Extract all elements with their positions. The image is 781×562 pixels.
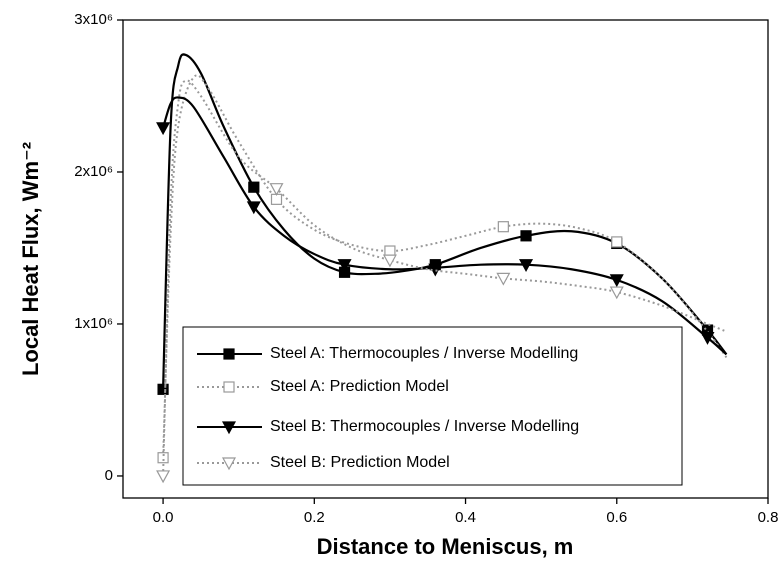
legend-label: Steel A: Prediction Model xyxy=(270,378,449,395)
x-axis-title: Distance to Meniscus, m xyxy=(317,534,574,559)
legend-marker xyxy=(223,348,235,360)
data-point xyxy=(248,181,260,193)
data-point xyxy=(156,122,171,136)
data-point xyxy=(337,259,352,272)
data-point xyxy=(496,272,511,286)
x-tick-label: 0.8 xyxy=(758,509,779,526)
legend-box xyxy=(182,326,683,486)
data-point xyxy=(382,254,397,268)
y-axis-title: Local Heat Flux, Wm⁻² xyxy=(18,142,43,376)
data-point xyxy=(269,183,284,196)
data-point xyxy=(609,286,624,300)
series-line xyxy=(162,96,728,356)
data-point xyxy=(520,230,532,242)
data-point xyxy=(519,259,534,272)
data-point xyxy=(156,470,171,484)
data-point xyxy=(157,383,169,395)
legend-label: Steel A: Thermocouples / Inverse Modelli… xyxy=(270,345,578,362)
data-point xyxy=(700,332,715,345)
data-point xyxy=(157,452,169,464)
y-tick-label: 3x10⁶ xyxy=(74,11,113,28)
data-point xyxy=(609,274,624,288)
x-tick-label: 0.4 xyxy=(455,509,476,526)
legend-label: Steel B: Prediction Model xyxy=(270,454,450,471)
x-tick-label: 0.0 xyxy=(153,509,174,526)
y-tick-label: 0 xyxy=(105,467,113,484)
y-tick-label: 2x10⁶ xyxy=(74,163,113,180)
legend-marker xyxy=(221,421,237,435)
legend-marker xyxy=(223,381,235,393)
data-point xyxy=(497,221,509,233)
x-tick-label: 0.2 xyxy=(304,509,325,526)
legend-label: Steel B: Thermocouples / Inverse Modelli… xyxy=(270,418,579,435)
legend-marker xyxy=(221,457,237,471)
x-tick-label: 0.6 xyxy=(606,509,627,526)
y-tick-label: 1x10⁶ xyxy=(74,315,113,332)
plot-frame xyxy=(122,19,769,499)
data-point xyxy=(246,201,261,215)
data-point xyxy=(384,245,396,257)
data-point xyxy=(611,236,623,248)
